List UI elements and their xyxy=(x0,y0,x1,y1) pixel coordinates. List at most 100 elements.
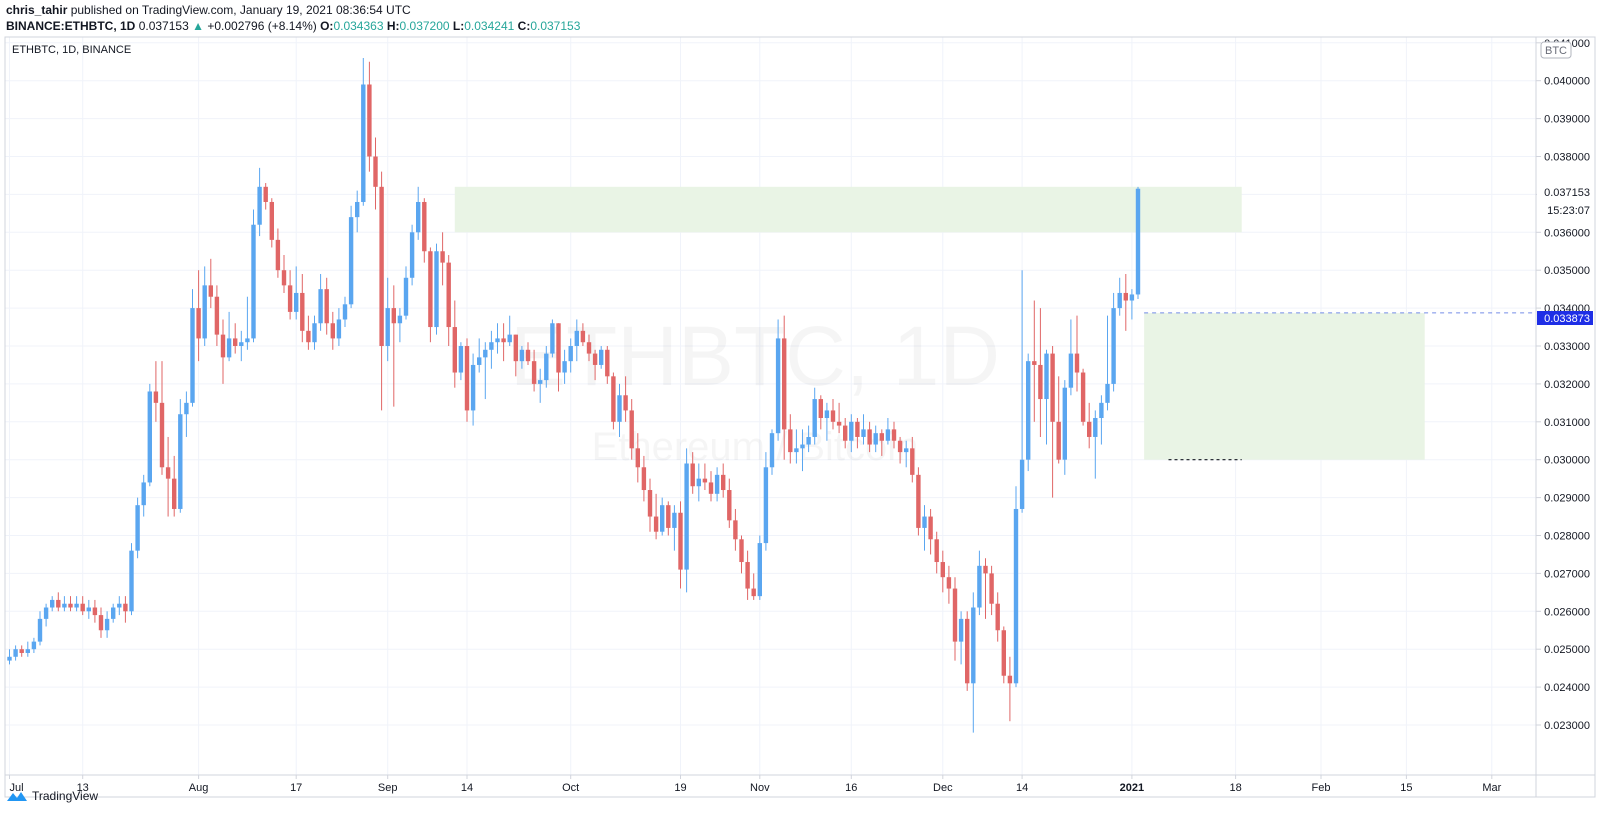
candle xyxy=(190,289,194,406)
currency-badge-label: BTC xyxy=(1545,45,1567,57)
time-tick-label: Mar xyxy=(1482,782,1501,794)
price-tick-label: 0.040000 xyxy=(1544,76,1590,88)
candle xyxy=(251,210,255,343)
price-tick-label: 0.027000 xyxy=(1544,568,1590,580)
candle xyxy=(81,596,85,615)
candle xyxy=(1069,319,1073,395)
candle xyxy=(386,278,390,361)
candle-body xyxy=(1093,418,1097,437)
countdown-label: 15:23:07 xyxy=(1547,205,1590,217)
candle-body xyxy=(392,308,396,323)
candle-body xyxy=(81,604,85,612)
candle xyxy=(32,638,36,653)
candle-body xyxy=(166,467,170,478)
candle-body xyxy=(32,642,36,650)
time-tick-label: Aug xyxy=(189,782,209,794)
candle-body xyxy=(227,338,231,357)
candle-body xyxy=(599,350,603,365)
time-axis[interactable]: Jul 13 Aug 17 Sep 14 Oct 19 Nov 16 Dec 14 2021 18 Feb 1… xyxy=(10,775,1502,794)
candle xyxy=(135,498,139,559)
currency-badge[interactable]: BTC xyxy=(1541,42,1571,58)
candle-body xyxy=(764,467,768,543)
candle xyxy=(56,592,60,611)
candle-body xyxy=(1075,354,1079,373)
candle-body xyxy=(245,338,249,342)
candle-body xyxy=(209,285,213,296)
candle xyxy=(367,62,371,172)
candle xyxy=(752,573,756,600)
line-price-label-value: 0.033873 xyxy=(1544,313,1590,325)
candle xyxy=(1136,187,1140,299)
candle-body xyxy=(148,391,152,482)
candle-body xyxy=(483,350,487,358)
candle-body xyxy=(361,84,365,201)
price-tick-label: 0.032000 xyxy=(1544,379,1590,391)
candle-body xyxy=(239,342,243,346)
candle-body xyxy=(776,338,780,433)
time-tick-label: 14 xyxy=(1016,782,1028,794)
candle-body xyxy=(74,604,78,608)
price-tick-label: 0.024000 xyxy=(1544,682,1590,694)
candle xyxy=(1118,278,1122,316)
candle-body xyxy=(855,422,859,437)
candle-body xyxy=(874,433,878,444)
candle-body xyxy=(1044,354,1048,399)
candle-body xyxy=(1020,460,1024,509)
footer-brand[interactable]: TradingView xyxy=(32,789,98,803)
candle xyxy=(160,361,164,475)
candle-body xyxy=(1038,365,1042,399)
candle-body xyxy=(843,426,847,441)
candle-body xyxy=(373,157,377,187)
candle-body xyxy=(349,217,353,304)
candle xyxy=(611,373,615,430)
candle-body xyxy=(636,448,640,467)
candle-body xyxy=(654,517,658,532)
candle-body xyxy=(745,562,749,589)
candle-body xyxy=(520,350,524,361)
candle xyxy=(288,270,292,319)
resistance-zone-rect xyxy=(1144,313,1425,460)
time-tick-label: Sep xyxy=(378,782,398,794)
candle-body xyxy=(367,84,371,156)
candle-body xyxy=(20,649,24,653)
candle-body xyxy=(587,342,591,353)
candle-body xyxy=(642,467,646,490)
candle-body xyxy=(13,649,17,657)
candle-body xyxy=(569,346,573,361)
candle-body xyxy=(733,520,737,539)
candle-body xyxy=(770,433,774,467)
candle xyxy=(337,308,341,346)
candle-body xyxy=(532,361,536,384)
candle-body xyxy=(947,577,951,588)
price-axis[interactable]: 0.023000 0.024000 0.025000 0.026000 0.027000… xyxy=(1536,38,1590,732)
candle-body xyxy=(264,187,268,202)
candle-body xyxy=(123,604,127,612)
candle xyxy=(142,475,146,517)
candle xyxy=(154,361,158,422)
candle-body xyxy=(886,429,890,440)
price-tick-label: 0.036000 xyxy=(1544,227,1590,239)
candle-body xyxy=(453,327,457,372)
candle xyxy=(947,566,951,604)
candle-body xyxy=(337,319,341,338)
candle-body xyxy=(892,429,896,440)
candle xyxy=(209,259,213,308)
candle-body xyxy=(501,338,505,342)
candle-body xyxy=(129,551,133,612)
candle xyxy=(471,354,475,426)
candle-body xyxy=(410,232,414,277)
candle xyxy=(221,319,225,383)
candle xyxy=(129,543,133,615)
candle xyxy=(50,596,54,611)
candle-body xyxy=(1032,361,1036,365)
candle xyxy=(660,498,664,536)
candle-body xyxy=(495,338,499,342)
candle xyxy=(294,266,298,319)
candle-body xyxy=(251,225,255,339)
candle xyxy=(465,338,469,421)
candle xyxy=(361,58,365,206)
candle-body xyxy=(1111,308,1115,384)
candle-body xyxy=(684,463,688,569)
candle-body xyxy=(1008,676,1012,684)
